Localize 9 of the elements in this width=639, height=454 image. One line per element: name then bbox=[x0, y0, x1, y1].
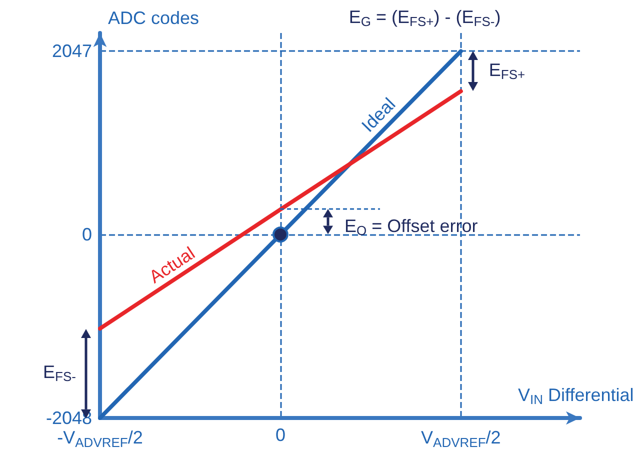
x-axis-title: V$_{IN}$ Differential bbox=[518, 385, 634, 407]
y-tick-label: 0 bbox=[82, 224, 92, 245]
y-tick-label: 2047 bbox=[52, 41, 92, 62]
x-tick-label: 0 bbox=[275, 425, 286, 445]
annotation: E$_{FS+}$ bbox=[488, 60, 526, 82]
annotation: E$_{FS-}$ bbox=[43, 362, 76, 384]
annotation: E$_{O}$ = Offset error bbox=[344, 216, 478, 238]
text: E$_{G}$ = (E$_{FS+}$) - (E$_{FS-}$) bbox=[348, 7, 501, 29]
y-axis-title: ADC codes bbox=[108, 8, 200, 28]
